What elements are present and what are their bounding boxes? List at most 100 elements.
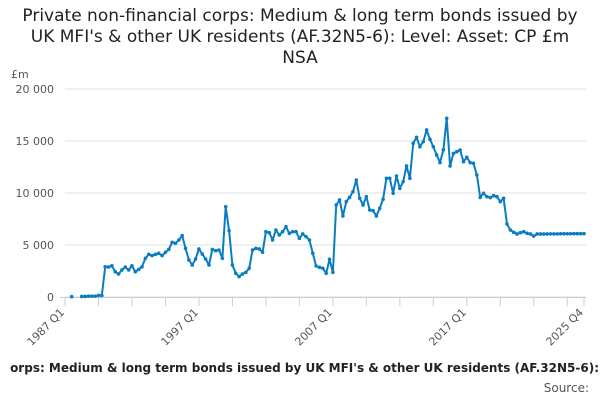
data-point [341,214,345,218]
data-point [391,191,395,196]
data-point [183,246,188,251]
data-point [210,247,215,252]
data-point [277,233,282,237]
data-point [434,153,439,157]
data-point [471,161,476,166]
data-point [130,264,134,268]
data-point [310,251,315,256]
data-point [454,149,459,154]
data-point [568,231,573,236]
data-point [488,195,493,200]
data-point [96,293,101,298]
data-point [267,230,272,235]
data-point [287,231,292,236]
data-point [347,195,352,200]
data-point [69,294,74,299]
data-point [143,256,148,261]
data-point [377,206,382,211]
data-point [106,265,111,269]
data-point [237,274,241,279]
data-point [558,231,563,236]
data-point [136,267,141,272]
data-point [86,294,91,298]
data-point [257,247,262,251]
data-point [103,265,107,269]
data-point [146,252,151,257]
data-point [521,229,526,234]
data-point [424,128,429,132]
data-point [203,257,208,261]
data-point [381,197,385,202]
data-point [344,199,349,204]
data-point [170,240,174,245]
data-point [448,164,452,168]
data-point [565,231,570,236]
data-point [116,272,121,276]
data-point [110,264,114,268]
legend: orps: Medium & long term bonds issued by… [0,361,600,379]
data-point [361,203,365,207]
data-point [515,232,519,236]
data-point [213,248,218,253]
data-point [230,263,235,267]
data-point [317,265,322,270]
data-point [485,194,489,199]
line-chart: 0 5 000 10 000 15 000 20 000 £m 1987 Q1 1997 Q1… [11,68,586,349]
data-point [223,204,228,209]
data-point [327,257,332,262]
data-point [552,232,556,236]
data-point [290,229,295,234]
data-point [337,198,342,202]
data-point [153,252,158,257]
data-point [93,294,97,298]
data-point [431,144,436,149]
data-point [438,160,442,165]
data-point [264,229,268,234]
data-point [428,137,432,142]
data-point [200,252,205,256]
data-point [284,224,288,229]
data-point [458,148,462,152]
data-point [351,189,355,194]
data-point [505,222,509,226]
data-point [408,176,412,181]
data-point [187,258,191,262]
data-point [173,241,178,246]
x-tick-label: 1997 Q1 [159,306,202,349]
data-point [197,247,201,251]
data-point [545,232,549,236]
series-line [81,117,584,298]
legend-series-label: orps: Medium & long term bonds issued by… [10,361,599,375]
data-point [217,248,221,252]
data-point [190,263,195,267]
data-point [414,135,419,140]
y-tick-label: 20 000 [16,83,55,96]
y-tick-label: 5 000 [23,239,55,252]
data-point [244,270,248,275]
data-point [384,176,389,181]
data-point [421,139,426,144]
data-point [548,232,553,236]
data-point [491,193,496,198]
data-point [495,194,499,199]
data-point [160,253,164,258]
data-point [100,293,104,298]
data-point [113,269,118,274]
y-tick-label: 10 000 [16,187,55,200]
data-point [274,228,278,232]
data-point [120,268,124,272]
data-point [150,253,154,258]
data-point [364,194,369,199]
data-point [444,116,449,121]
data-point [227,228,231,233]
data-point [89,294,94,298]
data-point [167,247,171,252]
data-point [193,257,198,261]
data-point [297,236,302,241]
source-label: Source: [543,381,589,395]
data-point [441,148,446,152]
data-point [465,155,469,160]
data-point [307,238,312,242]
data-point [180,233,184,238]
data-point [354,178,359,182]
